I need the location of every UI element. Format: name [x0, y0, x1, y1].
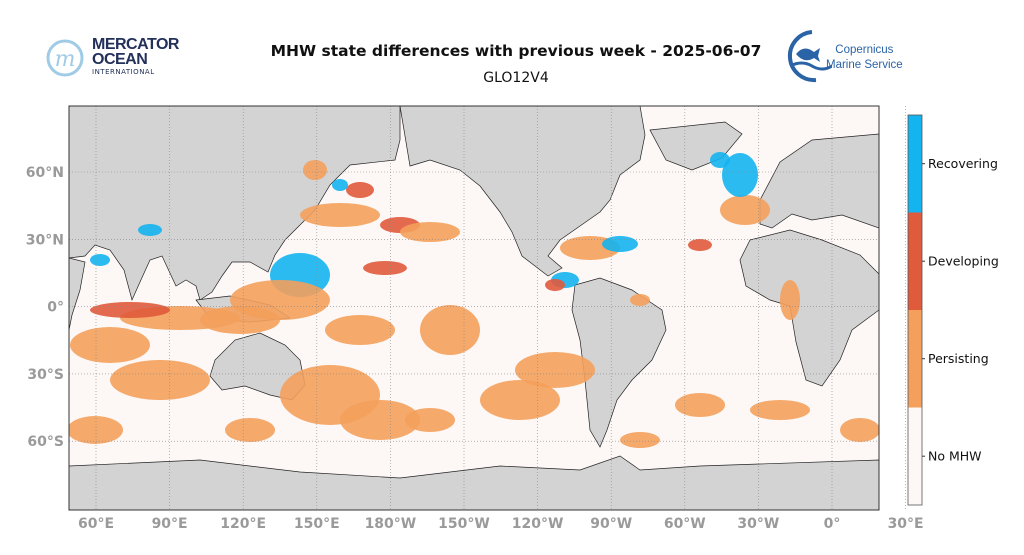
mhw-patch — [225, 418, 275, 442]
lon-tick-label: 120°W — [512, 516, 564, 532]
land-north-america — [399, 106, 646, 277]
map-subtitle: GLO12V4 — [483, 70, 549, 86]
mhw-patch — [780, 280, 800, 320]
lat-tick-label: 30°S — [27, 367, 64, 383]
mhw-patch — [325, 315, 395, 345]
lon-tick-label: 150°W — [438, 516, 490, 532]
land-europe — [759, 133, 879, 229]
copernicus-line2: Marine Service — [826, 59, 903, 71]
mhw-patch — [688, 239, 712, 251]
mhw-patch — [363, 261, 407, 275]
lon-tick-label: 150°E — [294, 516, 340, 532]
mhw-patch — [110, 360, 210, 400]
lon-tick-label: 180°W — [365, 516, 417, 532]
svg-text:m: m — [55, 47, 76, 72]
lon-tick-label: 0° — [824, 516, 841, 532]
copernicus-line1: Copernicus — [835, 44, 894, 56]
colorbar-label: No MHW — [928, 449, 982, 464]
lon-tick-label: 90°E — [152, 516, 188, 532]
mercator-line1: MERCATOR — [92, 36, 179, 53]
lat-tick-label: 60°N — [26, 165, 64, 181]
mhw-patch — [720, 195, 770, 225]
lat-ticks: 60°N 30°N 0° 30°S 60°S — [26, 165, 64, 450]
lon-tick-label: 30°E — [888, 516, 924, 532]
map-title: MHW state differences with previous week… — [270, 42, 762, 60]
mhw-patch — [70, 327, 150, 363]
mhw-patch — [400, 222, 460, 242]
mercator-line3: INTERNATIONAL — [92, 68, 155, 76]
mhw-patch — [90, 254, 110, 266]
colorbar-label: Recovering — [928, 156, 998, 171]
mhw-patch — [620, 432, 660, 448]
lon-ticks: 60°E 90°E 120°E 150°E 180°W 150°W 120°W 90°W 60°… — [78, 516, 924, 532]
mhw-patch — [138, 224, 162, 236]
mhw-patch — [405, 408, 455, 432]
lon-tick-label: 60°W — [664, 516, 706, 532]
land-africa-east — [69, 257, 86, 331]
lat-tick-label: 60°S — [27, 434, 64, 450]
mhw-patch — [340, 400, 420, 440]
mercator-logo-text: MERCATOR OCEAN — [92, 36, 179, 68]
graticule — [69, 106, 906, 510]
mhw-patch — [630, 294, 650, 306]
mhw-patch — [515, 352, 595, 388]
colorbar-segment — [908, 115, 922, 213]
land-layer — [69, 106, 879, 510]
map-frame — [68, 105, 880, 511]
colorbar-segment — [908, 212, 922, 310]
mhw-layer — [69, 152, 879, 448]
mhw-patch — [675, 393, 725, 417]
mhw-patch — [300, 203, 380, 227]
lat-tick-label: 0° — [47, 300, 64, 316]
colorbar-frame — [907, 114, 923, 506]
mhw-patch — [200, 306, 280, 334]
mhw-patch — [840, 418, 879, 442]
colorbar-segment — [908, 407, 922, 505]
copernicus-logo-text: Copernicus Marine Service — [826, 43, 903, 73]
mhw-patch — [750, 400, 810, 420]
lon-tick-label: 60°E — [78, 516, 114, 532]
mercator-m-icon: m — [46, 39, 84, 77]
mhw-patch — [303, 160, 327, 180]
land-asia — [69, 106, 401, 302]
mhw-patch — [346, 182, 374, 198]
land-antarctica — [69, 455, 879, 510]
colorbar-label: Persisting — [928, 351, 989, 366]
legend-colorbar: Recovering Developing Persisting No MHW — [907, 114, 999, 506]
mhw-patch — [420, 305, 480, 355]
mhw-patch — [602, 236, 638, 252]
colorbar-label: Developing — [928, 254, 999, 269]
lon-tick-label: 30°W — [737, 516, 779, 532]
mhw-patch — [69, 416, 123, 444]
land-africa — [739, 229, 879, 387]
colorbar-segment — [908, 310, 922, 408]
lat-tick-label: 30°N — [26, 232, 64, 248]
mercator-line2: OCEAN — [92, 51, 148, 68]
mhw-patch — [722, 153, 758, 197]
copernicus-fish-icon — [787, 30, 833, 83]
mhw-patch — [710, 152, 730, 168]
mhw-patch — [545, 279, 565, 291]
mercator-logo: m — [45, 38, 87, 80]
copernicus-logo — [782, 28, 833, 84]
mhw-patch — [90, 302, 170, 318]
lon-tick-label: 120°E — [220, 516, 266, 532]
mhw-patch — [480, 380, 560, 420]
lon-tick-label: 90°W — [590, 516, 632, 532]
mhw-patch — [332, 179, 348, 191]
